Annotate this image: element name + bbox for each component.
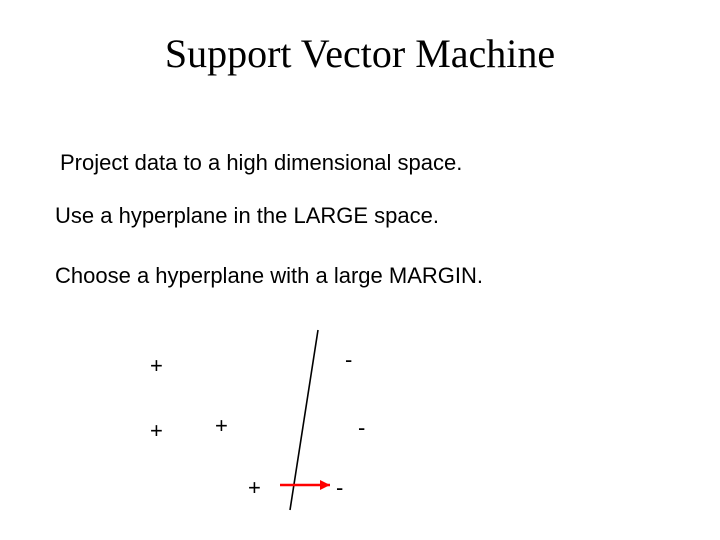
marker-minus: - (358, 415, 365, 441)
bullet-2: Use a hyperplane in the LARGE space. (55, 203, 439, 229)
marker-plus: + (150, 353, 163, 379)
bullet-1: Project data to a high dimensional space… (60, 150, 462, 176)
svm-diagram: + - + + - + - (120, 315, 480, 525)
marker-plus: + (248, 475, 261, 501)
bullet-3: Choose a hyperplane with a large MARGIN. (55, 263, 483, 289)
marker-plus: + (150, 418, 163, 444)
marker-minus: - (345, 347, 352, 373)
marker-minus: - (336, 475, 343, 501)
slide-title: Support Vector Machine (0, 30, 720, 77)
slide: Support Vector Machine Project data to a… (0, 0, 720, 540)
margin-arrow-head (320, 480, 330, 490)
diagram-svg (120, 315, 480, 525)
marker-plus: + (215, 413, 228, 439)
hyperplane-line (290, 330, 318, 510)
